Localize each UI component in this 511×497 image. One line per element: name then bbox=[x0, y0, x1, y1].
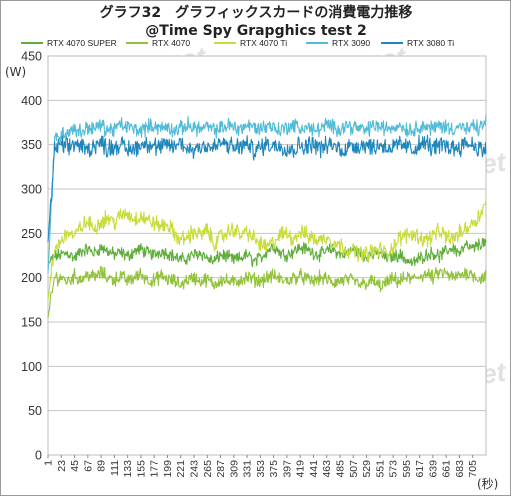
legend-label: RTX 4070 bbox=[152, 38, 190, 48]
x-tick-label: 243 bbox=[189, 460, 201, 478]
x-axis-unit-label: (秒) bbox=[477, 477, 498, 491]
y-tick-label: 450 bbox=[21, 50, 42, 64]
x-tick-label: 375 bbox=[268, 460, 280, 478]
series-line bbox=[47, 198, 487, 300]
y-tick-label: 150 bbox=[21, 316, 42, 330]
x-tick-label: 617 bbox=[414, 460, 426, 478]
y-tick-label: 350 bbox=[21, 138, 42, 152]
x-tick-label: 507 bbox=[348, 460, 360, 478]
series-line bbox=[47, 114, 487, 274]
x-tick-label: 309 bbox=[228, 460, 240, 478]
x-tick-label: 331 bbox=[242, 460, 254, 478]
x-tick-label: 287 bbox=[215, 460, 227, 478]
y-tick-label: 250 bbox=[21, 227, 42, 241]
x-tick-label: 639 bbox=[427, 460, 439, 478]
y-tick-label: 0 bbox=[35, 449, 42, 463]
chart-legend: RTX 4070 SUPER RTX 4070 RTX 4070 Ti RTX 309… bbox=[21, 38, 454, 48]
y-tick-label: 200 bbox=[21, 271, 42, 285]
x-tick-label: 595 bbox=[401, 460, 413, 478]
x-tick-label: 529 bbox=[361, 460, 373, 478]
legend-label: RTX 4070 Ti bbox=[240, 38, 287, 48]
chart-title: グラフ32 グラフィックスカードの消費電力推移 bbox=[100, 4, 413, 21]
legend-label: RTX 4070 SUPER bbox=[47, 38, 117, 48]
x-tick-label: 353 bbox=[255, 460, 267, 478]
x-tick-label: 199 bbox=[162, 460, 174, 478]
legend-label: RTX 3090 bbox=[332, 38, 370, 48]
series-line bbox=[47, 265, 487, 318]
x-tick-label: 67 bbox=[82, 460, 94, 472]
x-tick-label: 397 bbox=[281, 460, 293, 478]
y-axis-unit-label: (W) bbox=[5, 65, 26, 79]
x-tick-label: 683 bbox=[454, 460, 466, 478]
y-tick-label: 50 bbox=[28, 404, 42, 418]
x-tick-label: 661 bbox=[441, 460, 453, 478]
x-tick-label: 1 bbox=[43, 460, 55, 466]
x-tick-label: 111 bbox=[109, 460, 121, 476]
y-tick-label: 300 bbox=[21, 183, 42, 197]
x-tick-label: 23 bbox=[56, 460, 68, 472]
x-tick-label: 705 bbox=[467, 460, 479, 478]
x-tick-label: 463 bbox=[321, 460, 333, 478]
x-tick-label: 89 bbox=[96, 460, 108, 472]
x-tick-label: 419 bbox=[295, 460, 307, 478]
chart-subtitle: @Time Spy Grapghics test 2 bbox=[145, 23, 366, 39]
x-tick-label: 45 bbox=[69, 460, 81, 472]
x-tick-label: 177 bbox=[149, 460, 161, 478]
x-tick-label: 221 bbox=[175, 460, 187, 478]
x-tick-label: 573 bbox=[388, 460, 400, 478]
x-tick-label: 485 bbox=[335, 460, 347, 478]
legend-label: RTX 3080 Ti bbox=[407, 38, 454, 48]
y-tick-label: 100 bbox=[21, 360, 42, 374]
x-tick-label: 265 bbox=[202, 460, 214, 478]
y-tick-label: 400 bbox=[21, 94, 42, 108]
x-tick-label: 155 bbox=[135, 460, 147, 478]
series-line bbox=[47, 237, 487, 268]
x-tick-label: 441 bbox=[308, 460, 320, 478]
x-tick-label: 551 bbox=[374, 460, 386, 478]
series-line bbox=[47, 134, 487, 243]
x-tick-label: 133 bbox=[122, 460, 134, 478]
